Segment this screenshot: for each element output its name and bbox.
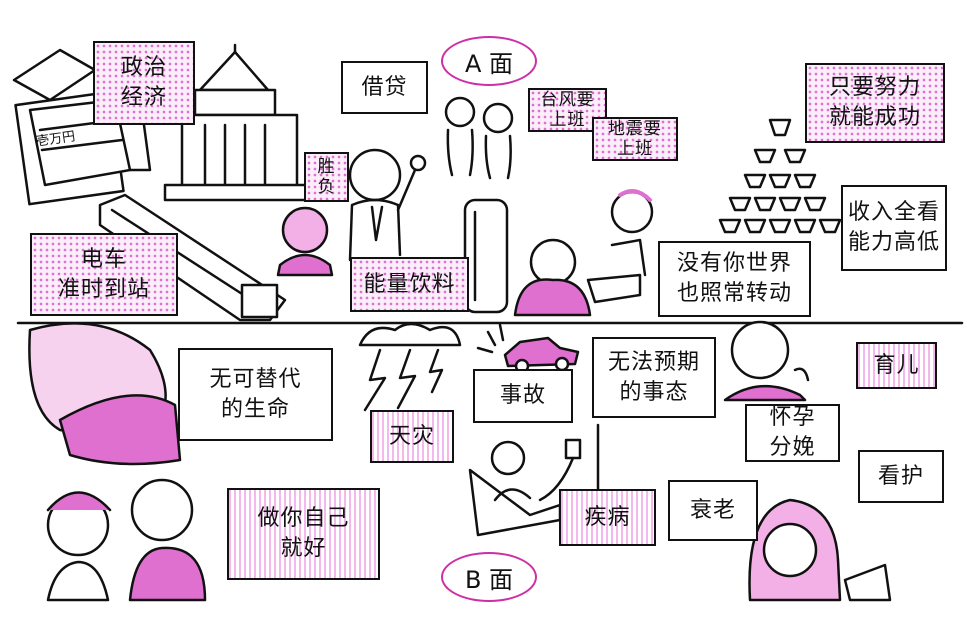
loan-label: 借贷 — [341, 61, 428, 114]
pregnancy-birth-label: 怀孕 分娩 — [745, 404, 840, 462]
train-on-time-label: 电车 准时到站 — [30, 233, 178, 316]
side-b-heading: B 面 — [441, 552, 537, 602]
young-people-illustration — [46, 478, 207, 602]
be-yourself-label: 做你自己 就好 — [227, 488, 380, 580]
two-people-illustration — [444, 96, 514, 180]
sleeping-baby-illustration — [28, 322, 182, 466]
disaster-label: 天灾 — [370, 410, 454, 463]
elderly-woman-illustration — [276, 206, 334, 277]
parliament-building-illustration — [163, 43, 317, 202]
worried-person-illustration — [723, 320, 810, 402]
illness-label: 疾病 — [559, 489, 656, 546]
effort-success-label: 只要努力 就能成功 — [805, 63, 945, 143]
unexpected-events-label: 无法预期 的事态 — [592, 337, 716, 418]
world-turns-label: 没有你世界 也照常转动 — [658, 241, 811, 317]
nursing-care-label: 看护 — [858, 450, 944, 503]
vending-machine-illustration — [463, 198, 509, 314]
crashed-car-illustration — [476, 323, 580, 374]
train-illustration — [98, 193, 287, 322]
storm-cloud-illustration — [358, 322, 462, 412]
win-lose-label: 胜 负 — [304, 152, 349, 202]
politics-economy-label: 政治 经济 — [93, 41, 195, 125]
office-workers-illustration — [513, 189, 654, 317]
side-a-heading: A 面 — [441, 36, 537, 86]
aging-label: 衰老 — [668, 480, 758, 541]
irreplaceable-life-label: 无可替代 的生命 — [178, 348, 333, 441]
champagne-tower-illustration — [718, 118, 842, 234]
earthquake-work-label: 地震要 上班 — [592, 117, 678, 161]
accident-label: 事故 — [473, 369, 573, 423]
childcare-label: 育儿 — [856, 342, 937, 389]
income-ability-label: 收入全看 能力高低 — [841, 185, 947, 271]
tired-woman-illustration — [748, 498, 892, 602]
cheering-man-illustration — [348, 148, 427, 262]
energy-drink-label: 能量饮料 — [350, 257, 469, 312]
